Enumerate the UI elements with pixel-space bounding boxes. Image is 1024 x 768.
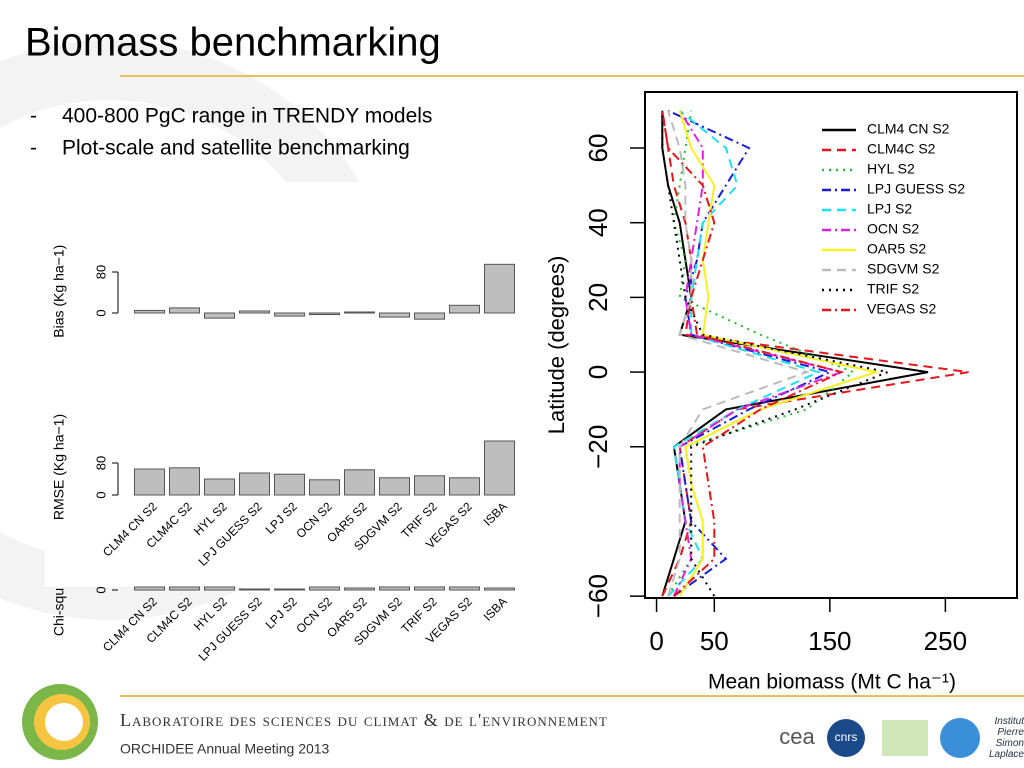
x-tick-label: ISBA <box>481 594 510 623</box>
bar <box>274 588 305 591</box>
bar-panel <box>45 182 525 587</box>
legend-label: CLM4 CN S2 <box>867 121 950 137</box>
y-tick-label: 20 <box>583 283 613 312</box>
x-tick-label: 150 <box>808 626 851 656</box>
y-tick-label: 0 <box>93 309 108 316</box>
meeting: ORCHIDEE Annual Meeting 2013 <box>120 741 330 757</box>
bar <box>204 312 235 319</box>
logo-text-box: Institut Pierre Simon Laplace <box>988 716 1024 760</box>
bar <box>379 586 410 591</box>
bar <box>484 440 515 496</box>
x-tick-label: 250 <box>924 626 967 656</box>
y-tick-label: 60 <box>583 134 613 163</box>
y-tick-label: 0 <box>583 365 613 379</box>
bullet-dash: - <box>30 105 37 128</box>
logo <box>827 719 865 757</box>
y-axis-label: Latitude (degrees) <box>544 256 569 435</box>
bar <box>344 311 375 314</box>
bar <box>379 477 410 496</box>
bar <box>414 475 445 496</box>
bar <box>449 304 480 314</box>
legend-label: OCN S2 <box>867 221 919 237</box>
bullet: Plot-scale and satellite benchmarking <box>62 137 410 160</box>
bar <box>239 472 270 496</box>
bar <box>344 587 375 591</box>
bar <box>274 473 305 496</box>
bar <box>204 586 235 591</box>
bar <box>449 586 480 591</box>
plot-box <box>644 91 1018 599</box>
bar <box>449 477 480 496</box>
bullet: 400-800 PgC range in TRENDY models <box>62 105 432 128</box>
y-tick-label: 80 <box>93 265 108 279</box>
bar <box>309 586 340 591</box>
bar <box>134 309 165 314</box>
legend-label: CLM4C S2 <box>867 141 936 157</box>
legend-label: VEGAS S2 <box>867 301 936 317</box>
legend-label: SDGVM S2 <box>867 261 940 277</box>
logo <box>45 703 83 741</box>
legend-label: LPJ S2 <box>867 201 912 217</box>
series-line <box>667 109 822 597</box>
bar <box>169 586 200 591</box>
x-tick-label: 0 <box>649 626 663 656</box>
bar <box>414 586 445 591</box>
slide-title: Biomass benchmarking <box>25 21 441 65</box>
bar <box>309 312 340 316</box>
y-axis-label: Bias (Kg ha−1) <box>51 245 67 338</box>
bar <box>134 468 165 496</box>
series-line <box>667 110 810 597</box>
x-tick-label: 50 <box>700 626 729 656</box>
bar <box>239 310 270 314</box>
bar <box>169 307 200 314</box>
bar <box>274 312 305 317</box>
series-line <box>661 110 969 597</box>
y-axis-label: RMSE (Kg ha−1) <box>51 414 67 520</box>
bar <box>484 263 515 314</box>
y-tick-label: 0 <box>93 491 108 498</box>
bar <box>344 469 375 496</box>
y-tick-label: 80 <box>93 456 108 470</box>
bar <box>414 312 445 320</box>
bar <box>309 479 340 496</box>
y-tick-label: 40 <box>583 208 613 237</box>
bar <box>169 467 200 496</box>
legend-label: OAR5 S2 <box>867 241 926 257</box>
legend-label: HYL S2 <box>867 161 915 177</box>
legend-label: TRIF S2 <box>867 281 919 297</box>
series-line <box>667 109 833 597</box>
bar <box>484 587 515 591</box>
legend-label: LPJ GUESS S2 <box>867 181 965 197</box>
bar <box>239 588 270 591</box>
logo <box>940 718 980 758</box>
series-line <box>661 110 845 597</box>
lab-name: Laboratoire des sciences du climat & de … <box>120 710 608 730</box>
bar <box>204 478 235 496</box>
y-axis-label: Chi-squ <box>51 588 67 636</box>
y-tick-label: 0 <box>93 586 108 593</box>
bar <box>379 312 410 318</box>
y-tick-label: −60 <box>583 574 613 618</box>
logo <box>882 720 928 756</box>
series-line <box>678 110 880 597</box>
logo-text: Institut Pierre Simon Laplace <box>988 716 1024 760</box>
x-axis-label: Mean biomass (Mt C ha⁻¹) <box>708 671 956 694</box>
x-tick-label: LPJ GUESS S2 <box>196 594 266 664</box>
bullet-dash: - <box>30 137 37 160</box>
logo-text: cea <box>779 724 815 749</box>
series-line <box>667 110 855 597</box>
logo-text: cnrs <box>835 730 858 744</box>
y-tick-label: −20 <box>583 425 613 469</box>
series-line <box>672 110 845 597</box>
bar <box>134 586 165 591</box>
